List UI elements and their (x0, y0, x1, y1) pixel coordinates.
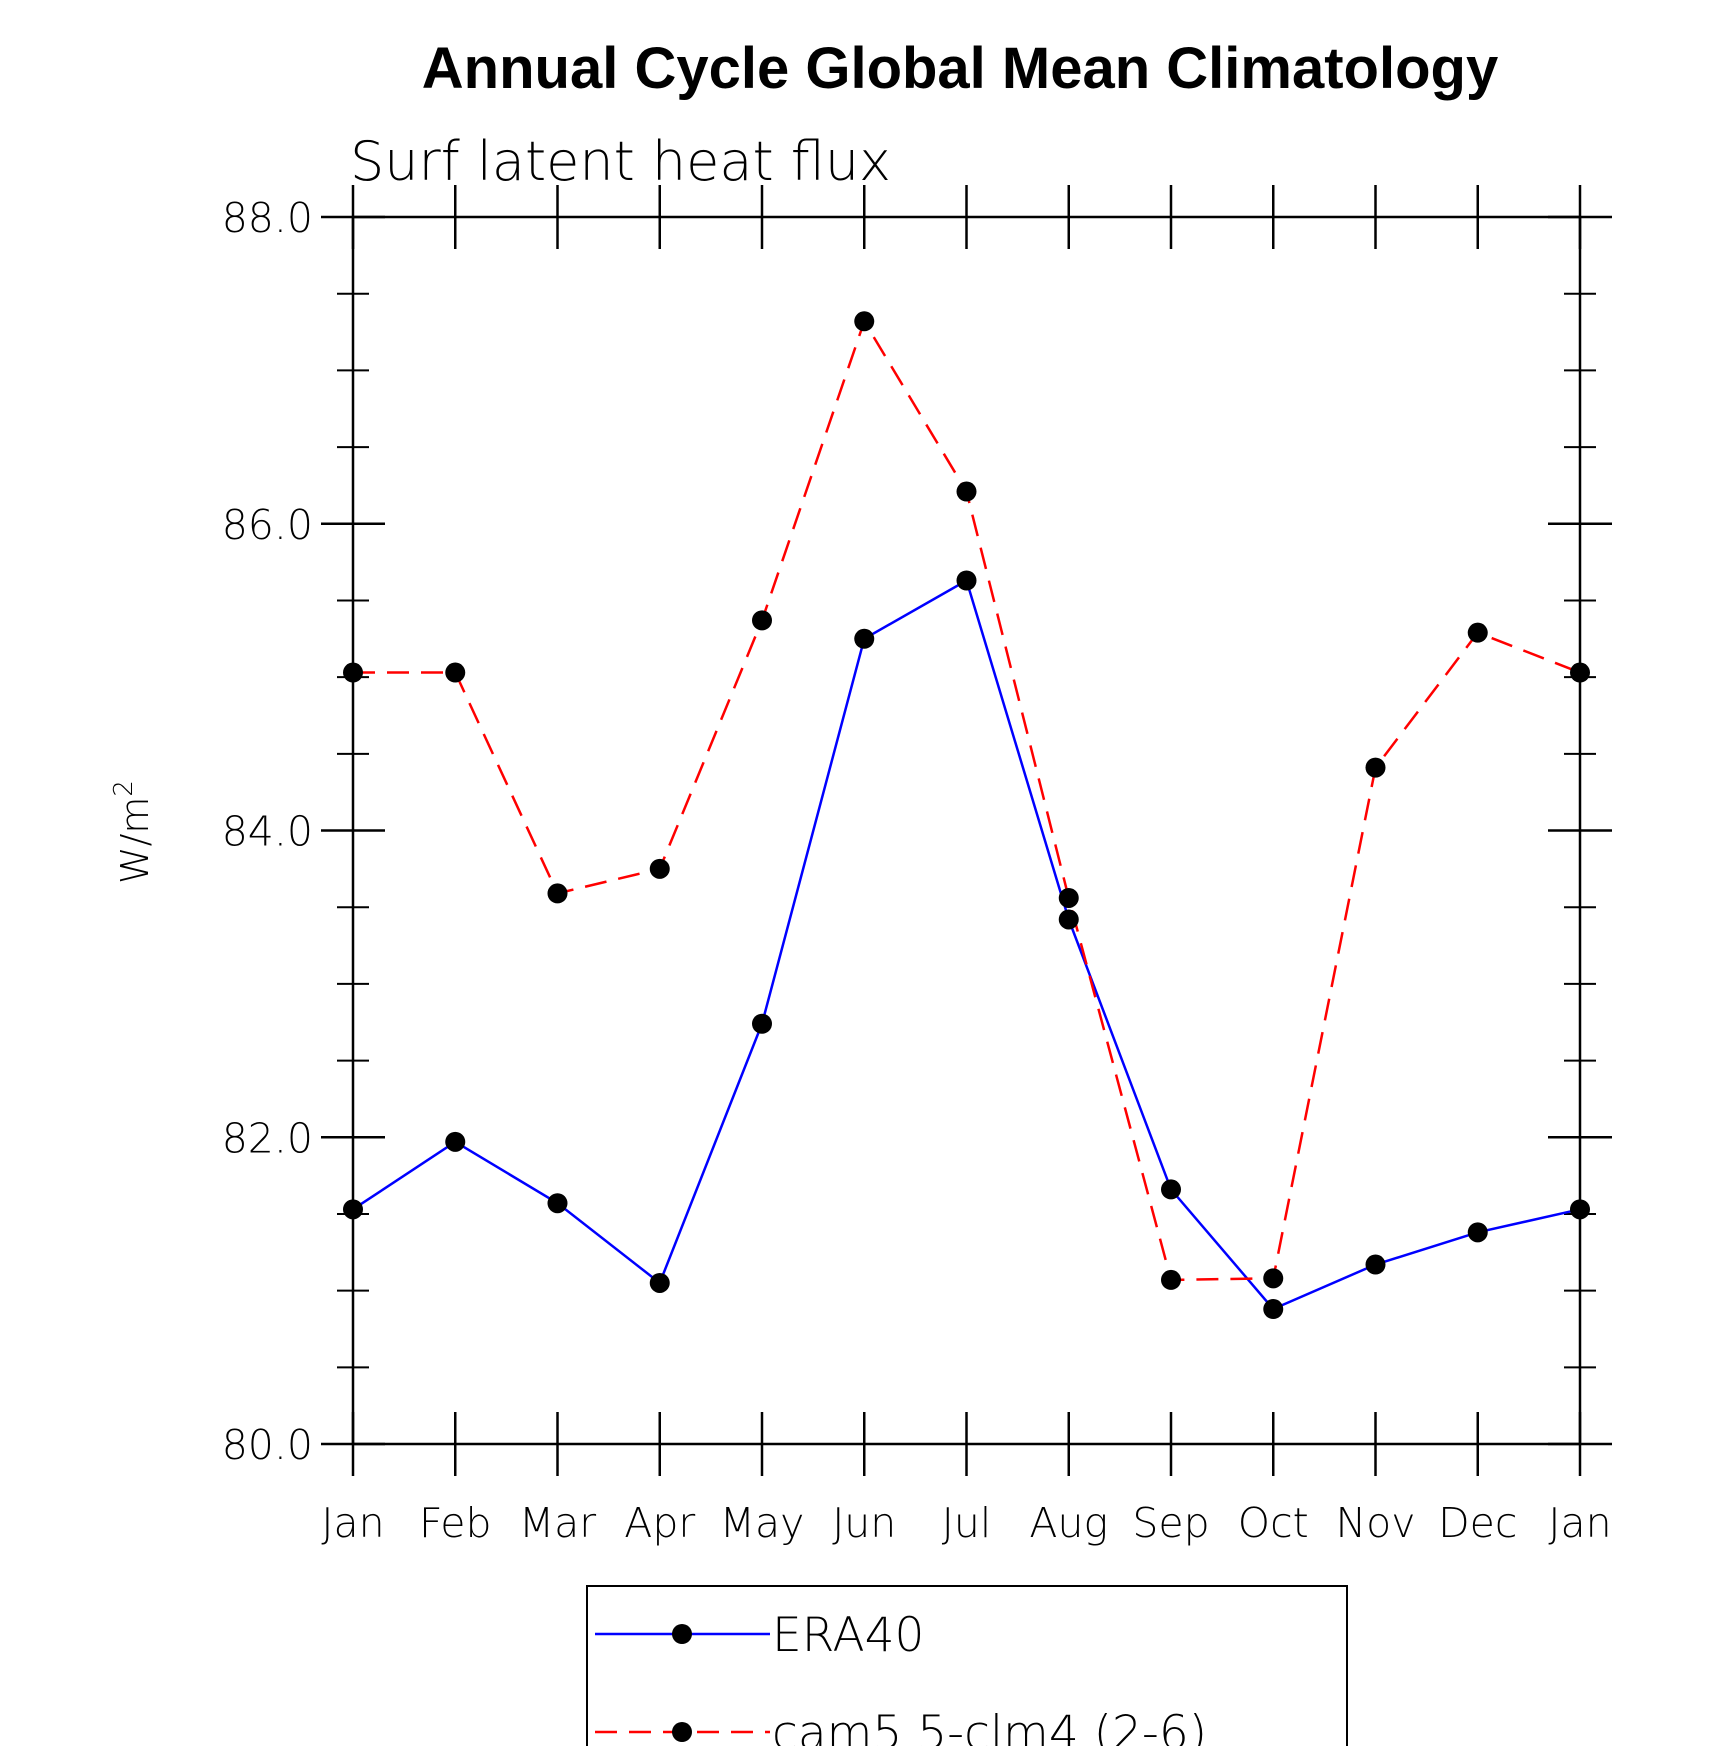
x-tick-label: Dec (1438, 1499, 1517, 1547)
x-tick-label: Mar (519, 1499, 596, 1547)
data-point-series-1 (956, 481, 977, 502)
y-tick-label: 82.0 (222, 1114, 313, 1162)
x-tick-label: Nov (1335, 1499, 1415, 1547)
data-point-series-1 (1263, 1268, 1284, 1289)
y-tick-label: 88.0 (222, 194, 313, 242)
x-tick-label: Aug (1029, 1499, 1108, 1547)
chart-title: Annual Cycle Global Mean Climatology (422, 36, 1498, 101)
data-point-series-0 (547, 1193, 568, 1214)
x-tick-label: Jul (942, 1499, 991, 1547)
data-point-series-0 (752, 1013, 772, 1034)
data-point-series-0 (956, 570, 977, 591)
series-line-0 (352, 578, 1581, 1311)
x-tick-label: Jan (321, 1499, 384, 1547)
data-point-series-0 (1570, 1199, 1590, 1220)
y-tick-label: 80.0 (222, 1421, 313, 1469)
x-tick-label: Jun (832, 1499, 896, 1547)
x-tick-label: Sep (1132, 1499, 1209, 1547)
data-point-series-1 (1161, 1269, 1181, 1290)
y-axis-label: W/m2 (109, 780, 157, 884)
legend-marker-1 (672, 1722, 692, 1742)
data-point-series-1 (1570, 662, 1590, 683)
data-point-series-1 (854, 311, 875, 332)
data-point-series-0 (1058, 909, 1079, 930)
data-point-series-0 (343, 1199, 363, 1220)
legend-label-0: ERA40 (772, 1608, 924, 1663)
data-point-series-0 (1263, 1299, 1284, 1320)
data-point-series-1 (1365, 757, 1386, 778)
x-tick-label: May (720, 1499, 805, 1547)
data-point-series-0 (649, 1272, 670, 1293)
x-tick-label: Apr (624, 1499, 695, 1547)
data-point-series-0 (1467, 1222, 1488, 1243)
data-point-series-0 (1365, 1254, 1386, 1275)
data-point-series-0 (1161, 1179, 1181, 1200)
series-line-1 (353, 318, 1581, 1282)
legend-label-1: cam5.5-clm4 (2-6) (772, 1706, 1207, 1746)
data-point-series-1 (752, 610, 772, 631)
data-point-series-1 (343, 662, 363, 683)
chart-subtitle: Surf latent heat flux (350, 130, 891, 193)
data-point-series-1 (1467, 622, 1488, 643)
data-point-series-0 (854, 628, 875, 649)
plot-frame (351, 215, 1582, 1446)
legend-marker-0 (672, 1624, 692, 1644)
data-point-series-1 (547, 883, 568, 904)
plot-area: Jan Feb Mar Apr May Jun Jul Aug Sep Oct Nov Dec Jan8… (222, 185, 1612, 1547)
y-axis-label-main: W/m (113, 797, 157, 884)
data-point-series-1 (649, 858, 670, 879)
y-tick-label: 84.0 (222, 808, 313, 856)
x-tick-label: Oct (1238, 1499, 1309, 1547)
legend: ERA40 cam5.5-clm4 (2-6) (586, 1585, 1348, 1751)
y-tick-label: 86.0 (222, 501, 313, 549)
x-tick-label: Feb (419, 1499, 492, 1547)
data-point-series-1 (445, 662, 466, 683)
x-tick-label: Jan (1548, 1499, 1611, 1547)
y-axis-label-superscript: 2 (109, 780, 139, 797)
data-point-series-0 (445, 1131, 466, 1152)
data-point-series-1 (1058, 887, 1079, 908)
legend-box (586, 1585, 1348, 1751)
